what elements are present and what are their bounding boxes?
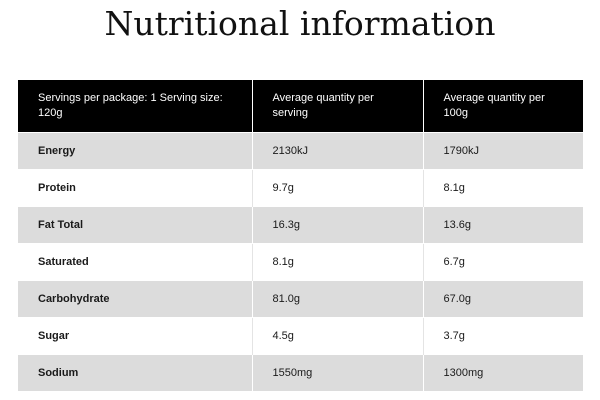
table-row: Energy 2130kJ 1790kJ: [18, 132, 583, 170]
nutrition-table: Servings per package: 1 Serving size: 12…: [18, 80, 583, 391]
nutrient-name: Saturated: [18, 243, 253, 281]
nutrient-name: Protein: [18, 169, 253, 207]
table-row: Fat Total 16.3g 13.6g: [18, 206, 583, 244]
nutrient-name: Carbohydrate: [18, 280, 253, 318]
table-header-row: Servings per package: 1 Serving size: 12…: [18, 80, 583, 133]
per-100g-value: 8.1g: [423, 169, 583, 207]
table-row: Protein 9.7g 8.1g: [18, 169, 583, 207]
per-serving-value: 4.5g: [252, 317, 424, 355]
per-100g-value: 3.7g: [423, 317, 583, 355]
header-per-100g: Average quantity per 100g: [423, 80, 583, 133]
header-per-serving: Average quantity per serving: [252, 80, 424, 133]
table-row: Saturated 8.1g 6.7g: [18, 243, 583, 281]
page-title: Nutritional information: [104, 4, 496, 43]
nutrient-name: Sugar: [18, 317, 253, 355]
per-serving-value: 16.3g: [252, 206, 424, 244]
per-100g-value: 1300mg: [423, 354, 583, 391]
nutrient-name: Sodium: [18, 354, 253, 391]
table-row: Sugar 4.5g 3.7g: [18, 317, 583, 355]
nutrient-name: Energy: [18, 132, 253, 170]
per-serving-value: 2130kJ: [252, 132, 424, 170]
per-serving-value: 81.0g: [252, 280, 424, 318]
per-serving-value: 8.1g: [252, 243, 424, 281]
per-serving-value: 1550mg: [252, 354, 424, 391]
per-100g-value: 13.6g: [423, 206, 583, 244]
per-100g-value: 67.0g: [423, 280, 583, 318]
per-100g-value: 6.7g: [423, 243, 583, 281]
header-serving-info: Servings per package: 1 Serving size: 12…: [18, 80, 253, 133]
per-serving-value: 9.7g: [252, 169, 424, 207]
per-100g-value: 1790kJ: [423, 132, 583, 170]
table-row: Sodium 1550mg 1300mg: [18, 354, 583, 391]
table-row: Carbohydrate 81.0g 67.0g: [18, 280, 583, 318]
nutrient-name: Fat Total: [18, 206, 253, 244]
